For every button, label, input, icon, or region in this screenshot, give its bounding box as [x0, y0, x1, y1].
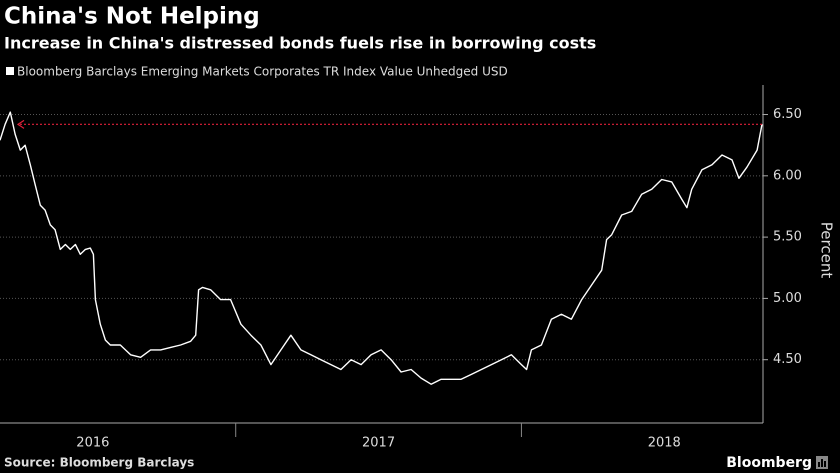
chart-subtitle: Increase in China's distressed bonds fue… [4, 34, 596, 53]
x-tick-label: 2016 [76, 436, 109, 451]
y-axis-label: Percent [818, 222, 836, 279]
line [0, 111, 763, 385]
y-tick-label: 6.50 [773, 107, 802, 122]
y-tick-label: 6.00 [773, 168, 802, 183]
x-tick-label: 2017 [362, 436, 395, 451]
brand-icon [816, 456, 828, 469]
source: Source: Bloomberg Barclays [4, 456, 194, 470]
legend-label: Bloomberg Barclays Emerging Markets Corp… [17, 65, 508, 79]
annotation-arrowhead [16, 119, 25, 129]
brand: Bloomberg [726, 455, 812, 471]
legend-swatch [6, 67, 14, 75]
y-tick-label: 5.50 [773, 230, 802, 245]
chart-title: China's Not Helping [4, 4, 260, 30]
x-tick-label: 2018 [648, 436, 681, 451]
y-tick-label: 4.50 [773, 352, 802, 367]
y-tick-label: 5.00 [773, 291, 802, 306]
